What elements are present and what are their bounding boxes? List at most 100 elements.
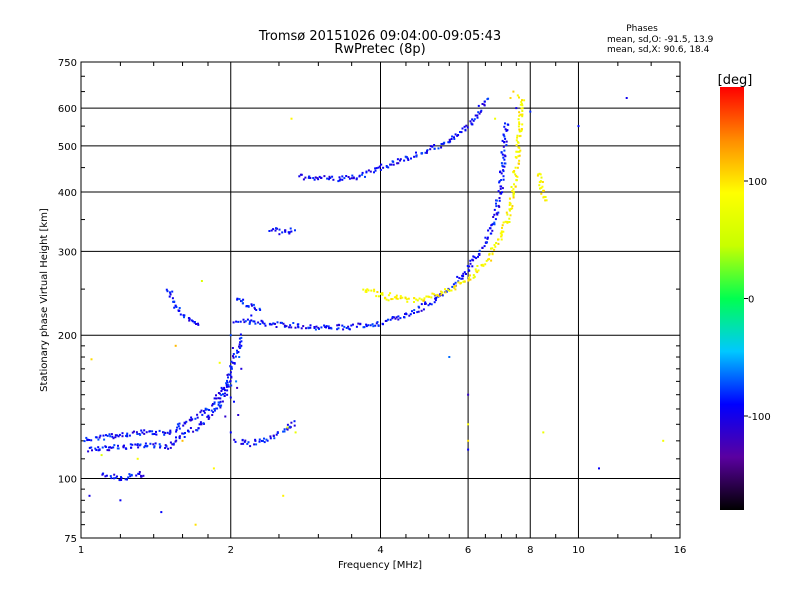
echo-point [166,431,169,434]
echo-point [451,135,454,138]
echo-point [472,255,475,258]
echo-point [167,447,170,450]
echo-point [120,477,123,480]
echo-point [540,176,543,179]
echo-point [197,427,200,430]
echo-point [246,442,249,445]
echo-point [184,422,187,425]
echo-point [252,320,255,323]
echo-point [230,366,233,369]
echo-point [220,386,223,389]
echo-point [466,265,469,267]
echo-point [452,283,455,286]
echo-point [128,434,131,437]
echo-point [384,320,387,322]
echo-point [401,296,404,299]
echo-point [541,181,544,183]
echo-point [240,299,243,302]
echo-point [183,436,186,438]
echo-point [178,437,181,440]
echo-point [462,280,465,283]
echo-point [176,423,179,426]
echo-point [320,326,323,329]
echo-point [517,155,520,158]
echo-point [542,189,545,192]
echo-point [212,411,215,414]
echo-point [253,443,256,446]
echo-point [338,179,341,182]
echo-point [245,305,248,308]
echo-point [235,380,238,383]
echo-point [250,303,253,306]
echo-point [476,265,479,267]
colorbar-tick-label: -100 [748,412,771,423]
echo-point [118,479,121,482]
echo-point [298,175,301,178]
echo-point [397,318,400,321]
echo-point [259,323,262,325]
echo-point [423,297,426,300]
echo-point [338,176,341,179]
echo-point [274,229,277,232]
echo-point [350,177,353,180]
echo-point [116,434,118,437]
echo-point [290,421,293,424]
echo-point [151,430,154,433]
echo-point [294,326,297,329]
echo-point [320,177,323,179]
echo-point [442,142,445,145]
echo-point [111,435,114,438]
echo-point [494,218,497,221]
echo-point [342,328,345,331]
echo-point [377,166,380,169]
echo-point [503,135,506,138]
echo-point [625,97,628,99]
echo-point [236,386,239,389]
echo-point [518,154,521,157]
echo-point [145,431,148,434]
echo-point [226,381,229,384]
echo-point [479,110,482,113]
echo-point [108,449,111,452]
echo-point [511,207,514,210]
echo-point [387,318,389,321]
echo-point [169,293,172,296]
echo-point [367,289,370,292]
echo-point [403,159,406,162]
echo-point [519,134,522,137]
echo-point [169,291,172,294]
echo-point [483,103,486,106]
echo-point [430,303,433,306]
echo-point [451,285,454,288]
echo-point [194,523,197,526]
echo-point [472,276,475,279]
echo-point [196,416,199,419]
echo-point [202,422,205,425]
echo-point [187,430,190,433]
echo-point [279,321,282,324]
echo-point [492,222,495,225]
x-tick-label: 10 [572,545,585,556]
echo-point [577,125,580,128]
echo-point [254,307,256,310]
echo-point [509,197,511,200]
echo-point [427,304,430,307]
echo-point [219,397,222,400]
echo-point [175,436,177,439]
echo-point [244,439,247,442]
echo-point [227,384,230,387]
echo-point [272,228,275,231]
echo-point [283,324,286,327]
echo-point [502,133,505,136]
echo-point [545,199,548,202]
echo-point [461,127,464,130]
echo-point [540,192,543,195]
echo-point [498,181,501,184]
echo-point [495,202,497,205]
echo-point [332,178,335,181]
echo-point [467,423,470,426]
echo-point [516,166,519,169]
echo-point [221,388,224,391]
echo-point [183,316,185,319]
echo-point [501,153,504,156]
